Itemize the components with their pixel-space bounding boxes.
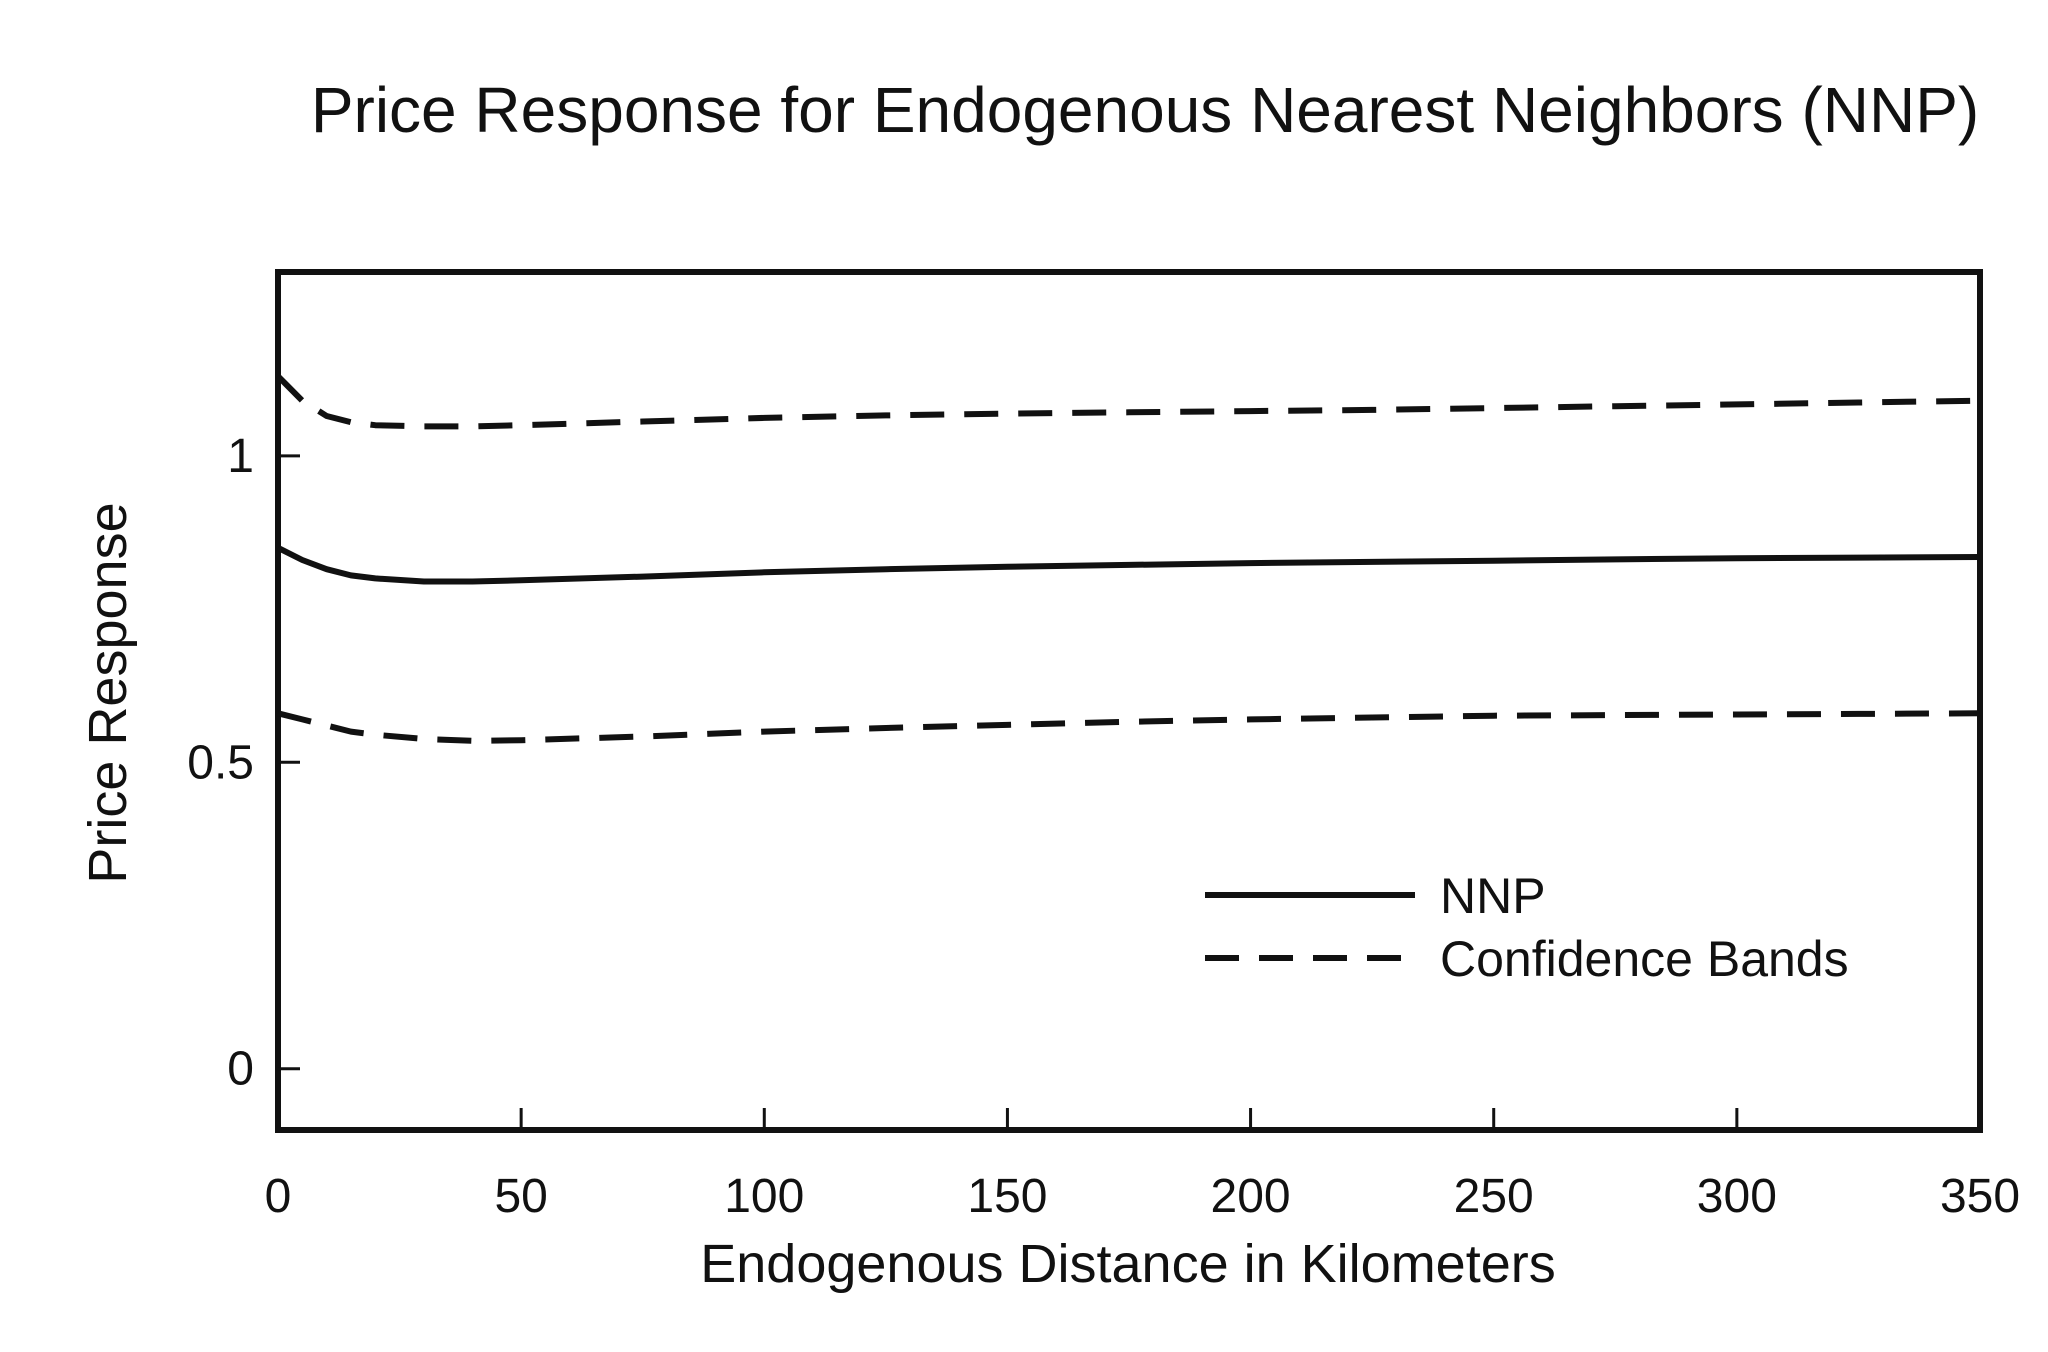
- legend-label-nnp: NNP: [1440, 868, 1546, 924]
- x-tick-label: 250: [1454, 1170, 1534, 1223]
- x-tick-label: 0: [265, 1170, 292, 1223]
- y-axis-label: Price Response: [78, 502, 138, 883]
- x-tick-label: 150: [967, 1170, 1047, 1223]
- x-tick-label: 50: [494, 1170, 547, 1223]
- nnp-line: [276, 545, 1981, 585]
- x-axis: 0 50 100 150 200 250 300 350: [265, 1108, 2020, 1223]
- x-tick-label: 100: [724, 1170, 804, 1223]
- confidence-band-line: [277, 710, 1981, 744]
- x-axis-label: Endogenous Distance in Kilometers: [700, 1234, 1555, 1294]
- plot-area: [275, 269, 1983, 1133]
- plot-frame: [275, 269, 1983, 1133]
- x-tick-label: 350: [1940, 1170, 2020, 1223]
- x-tick-label: 200: [1211, 1170, 1291, 1223]
- confidence-band-line: [275, 374, 1981, 430]
- y-tick-label: 0: [227, 1043, 254, 1096]
- x-tick-label: 300: [1697, 1170, 1777, 1223]
- chart-title: Price Response for Endogenous Nearest Ne…: [311, 74, 1979, 146]
- y-axis: 00.51: [187, 430, 300, 1096]
- y-tick-label: 1: [227, 430, 254, 483]
- legend-label-confidence-bands: Confidence Bands: [1440, 931, 1849, 987]
- y-tick-label: 0.5: [187, 736, 254, 789]
- series-layer: [275, 374, 1981, 744]
- legend: NNP Confidence Bands: [1205, 868, 1849, 987]
